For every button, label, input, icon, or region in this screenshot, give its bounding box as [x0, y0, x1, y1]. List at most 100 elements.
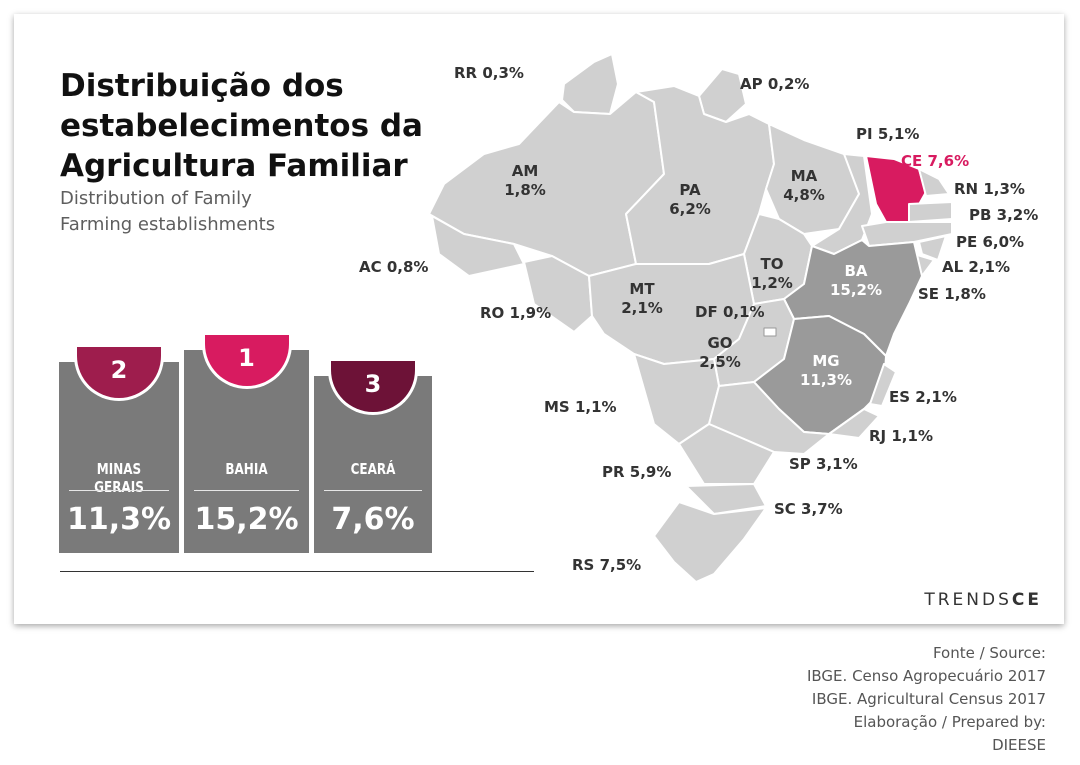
state-code: RS [572, 556, 594, 574]
state-value: 0,8% [387, 258, 429, 276]
state-value: 6,0% [982, 233, 1024, 251]
state-value: 3,1% [816, 455, 858, 473]
state-shape-rs [653, 501, 767, 583]
state-shape-al [918, 235, 947, 261]
state-label-pe: PE 6,0% [956, 233, 1024, 251]
state-value: 2,1% [621, 299, 663, 317]
state-label-df: DF 0,1% [695, 303, 765, 321]
state-shape-df [763, 327, 777, 337]
state-shape-rr [561, 53, 619, 115]
state-label-pa: PA 6,2% [669, 181, 711, 218]
title-line: Distribuição dos [60, 68, 344, 104]
rank-card-bahia: 1 BAHIA 15,2% [184, 335, 309, 553]
state-code: SP [789, 455, 811, 473]
source-line: IBGE. Censo Agropecuário 2017 [806, 667, 1046, 685]
state-label-to: TO 1,2% [751, 255, 793, 292]
state-label-se: SE 1,8% [918, 285, 986, 303]
subtitle-line: Distribution of Family [60, 188, 252, 209]
title-line: Agricultura Familiar [60, 148, 408, 184]
state-label-ma: MA 4,8% [783, 167, 825, 204]
state-shape-pr [678, 423, 775, 485]
state-code: PE [956, 233, 977, 251]
rank-state-name: BAHIA [225, 460, 268, 478]
state-label-ce: CE 7,6% [901, 152, 969, 170]
source-note: Fonte / Source: IBGE. Censo Agropecuário… [807, 642, 1046, 757]
state-label-ba: BA 15,2% [830, 262, 882, 299]
state-value: 1,1% [575, 398, 617, 416]
state-code: GO [707, 334, 732, 352]
state-code: SE [918, 285, 939, 303]
rank-divider [324, 490, 422, 491]
rank-number: 3 [364, 370, 382, 398]
state-value: 15,2% [830, 281, 882, 299]
state-shape-rn [918, 168, 950, 197]
source-line: Elaboração / Prepared by: [853, 713, 1046, 731]
state-code: RO [480, 304, 504, 322]
rank-value: 15,2% [194, 502, 299, 537]
subtitle: Distribution of Family Farming establish… [60, 186, 275, 238]
state-value: 1,1% [891, 427, 933, 445]
brazil-map: AM 1,8% PA 6,2% MA 4,8% MT 2,1% TO 1,2% BA 15,… [359, 53, 1038, 583]
state-label-rr: RR 0,3% [454, 64, 524, 82]
state-label-ap: AP 0,2% [740, 75, 809, 93]
state-label-rs: RS 7,5% [572, 556, 641, 574]
state-value: 1,8% [944, 285, 986, 303]
state-label-mg: MG 11,3% [800, 352, 852, 389]
state-code: RN [954, 180, 978, 198]
state-value: 6,2% [669, 200, 711, 218]
state-value: 3,7% [801, 500, 843, 518]
state-code: AL [942, 258, 964, 276]
rank-value: 7,6% [331, 502, 415, 537]
rank-number: 2 [110, 356, 128, 384]
state-code: AM [512, 162, 539, 180]
brand-text-accent: CE [1011, 590, 1042, 610]
state-code: CE [901, 152, 922, 170]
state-value: 0,3% [482, 64, 524, 82]
state-label-am: AM 1,8% [504, 162, 546, 199]
state-code: SC [774, 500, 796, 518]
state-code: AP [740, 75, 763, 93]
rank-card-minas-gerais: 2 MINAS GERAIS 11,3% [59, 347, 179, 553]
state-label-pb: PB 3,2% [969, 206, 1038, 224]
state-value: 0,2% [768, 75, 810, 93]
state-value: 5,1% [878, 125, 920, 143]
state-value: 11,3% [800, 371, 852, 389]
state-value: 3,2% [997, 206, 1039, 224]
state-shape-rj [828, 408, 880, 439]
state-label-sp: SP 3,1% [789, 455, 858, 473]
state-code: PI [856, 125, 873, 143]
state-code: PB [969, 206, 991, 224]
state-code: MS [544, 398, 570, 416]
state-code: MG [812, 352, 839, 370]
state-value: 2,1% [915, 388, 957, 406]
source-line: DIEESE [992, 736, 1046, 754]
brand-logo: TRENDSCE [924, 590, 1042, 610]
brand-text: TRENDS [924, 590, 1012, 610]
subtitle-line: Farming establishments [60, 214, 276, 235]
rank-number: 1 [238, 344, 255, 372]
state-label-mt: MT 2,1% [621, 280, 663, 317]
state-code: MA [791, 167, 818, 185]
state-label-ms: MS 1,1% [544, 398, 617, 416]
state-shape-sc [685, 483, 767, 515]
state-value: 2,5% [699, 353, 741, 371]
state-shape-pb [908, 201, 953, 223]
divider-line [60, 571, 534, 572]
state-label-rn: RN 1,3% [954, 180, 1025, 198]
state-value: 1,2% [751, 274, 793, 292]
rank-divider [69, 490, 169, 491]
state-label-pr: PR 5,9% [602, 463, 671, 481]
state-code: RR [454, 64, 478, 82]
state-value: 1,8% [504, 181, 546, 199]
infographic-card: Distribuição dos estabelecimentos da Agr… [14, 14, 1064, 624]
state-code: TO [761, 255, 784, 273]
state-label-ro: RO 1,9% [480, 304, 551, 322]
state-label-ac: AC 0,8% [359, 258, 428, 276]
page-title: Distribuição dos estabelecimentos da Agr… [60, 66, 423, 186]
source-line: Fonte / Source: [932, 644, 1046, 662]
state-code: MT [629, 280, 655, 298]
state-code: ES [889, 388, 910, 406]
state-value: 7,5% [600, 556, 642, 574]
state-shape-es [869, 363, 897, 407]
state-label-go: GO 2,5% [699, 334, 741, 371]
